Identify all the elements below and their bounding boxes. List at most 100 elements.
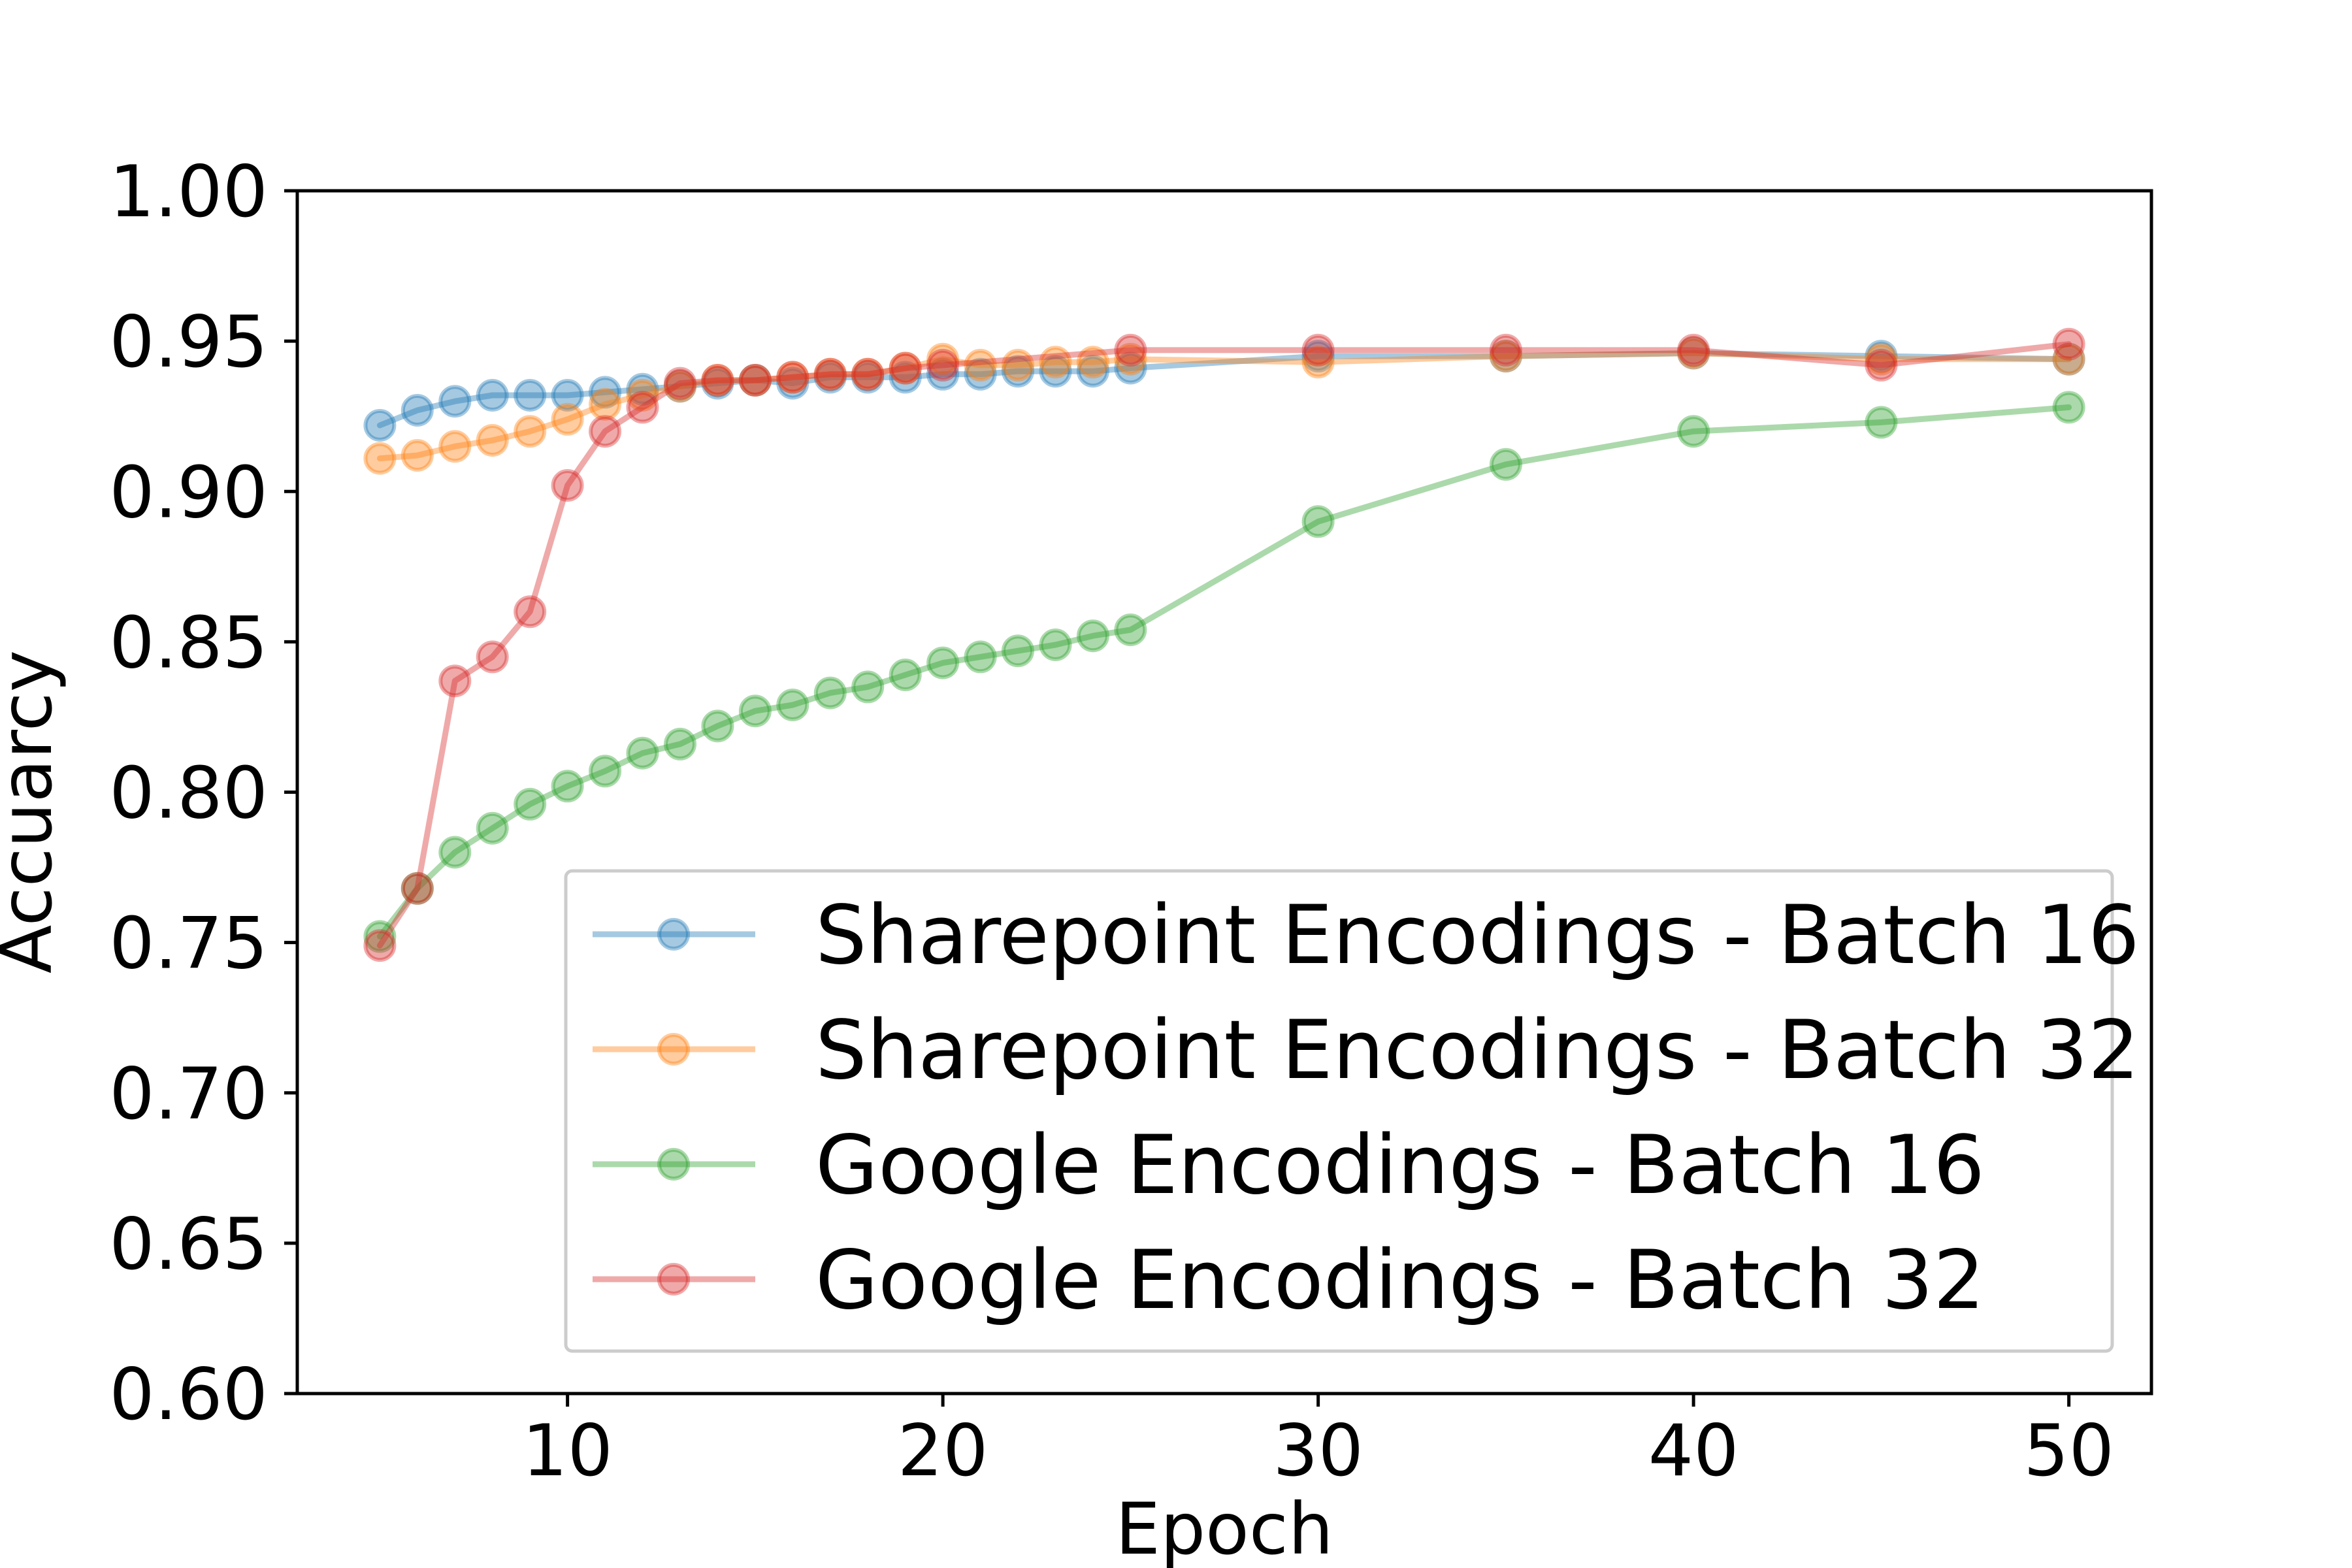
data-point	[476, 640, 509, 674]
data-point	[851, 357, 885, 391]
y-tick-label: 0.80	[109, 752, 268, 835]
data-point	[2052, 391, 2085, 424]
legend-item-3: Google Encodings - Batch 16	[593, 1119, 1985, 1213]
legend-marker	[657, 918, 690, 951]
data-point	[738, 364, 772, 397]
data-point	[363, 929, 397, 962]
data-point	[701, 367, 734, 400]
legend-box	[564, 869, 2114, 1353]
data-point	[964, 640, 997, 674]
y-tick-label: 0.65	[109, 1203, 268, 1286]
x-tick-label: 20	[898, 1409, 988, 1492]
data-point	[1865, 340, 1898, 373]
x-tick-label: 40	[1648, 1409, 1739, 1492]
legend-label: Google Encodings - Batch 32	[815, 1233, 1985, 1328]
data-point	[363, 409, 397, 442]
data-point	[363, 920, 397, 953]
data-point	[813, 676, 847, 710]
series-line	[376, 350, 2072, 462]
data-point	[738, 364, 772, 397]
data-point	[2052, 342, 2085, 376]
data-point	[1114, 351, 1147, 385]
data-point	[1039, 355, 1072, 388]
data-point	[1076, 619, 1109, 653]
data-point	[1301, 333, 1335, 367]
data-point	[514, 415, 547, 448]
data-point	[1489, 340, 1522, 373]
data-point	[1039, 629, 1072, 661]
x-tick-label: 50	[2023, 1409, 2114, 1492]
data-point	[514, 787, 547, 821]
data-point	[664, 727, 696, 760]
data-point	[1076, 355, 1109, 388]
series-line	[376, 341, 2072, 949]
data-point	[1301, 340, 1335, 373]
data-point	[2052, 342, 2085, 376]
data-point	[1114, 342, 1147, 376]
data-point	[551, 770, 584, 803]
data-point	[813, 357, 847, 391]
data-point	[851, 670, 885, 704]
data-point	[514, 379, 547, 412]
data-point	[1301, 505, 1335, 538]
data-point	[776, 689, 809, 721]
legend-item-2: Sharepoint Encodings - Batch 32	[593, 1004, 2140, 1098]
data-point	[551, 402, 584, 436]
x-tick-label: 30	[1273, 1409, 1364, 1492]
data-point	[1002, 355, 1034, 388]
y-axis: 0.60 0.65 0.70 0.75 0.80 0.85 0.90 0.95 1.00	[109, 150, 297, 1436]
data-point	[476, 379, 509, 412]
data-point	[1865, 406, 1898, 439]
data-point	[1489, 333, 1522, 367]
data-point	[589, 415, 622, 448]
data-point	[1489, 340, 1522, 373]
series-2	[363, 336, 2085, 475]
data-point	[664, 370, 696, 403]
data-point	[701, 364, 734, 397]
data-point	[1865, 342, 1898, 376]
y-tick-label: 0.95	[109, 301, 268, 384]
data-point	[926, 646, 960, 679]
legend-item-4: Google Encodings - Batch 32	[593, 1233, 1985, 1328]
legend-marker	[657, 1033, 690, 1066]
data-point	[1489, 448, 1522, 481]
data-point	[400, 872, 434, 905]
data-point	[964, 357, 997, 391]
data-point	[400, 439, 434, 472]
y-axis-label: Accuarcy	[0, 650, 68, 973]
x-axis: 10 20 30 40 50	[522, 1394, 2114, 1492]
data-point	[889, 351, 922, 385]
y-tick-label: 0.90	[109, 451, 268, 534]
series-4	[363, 327, 2085, 962]
data-point	[438, 836, 472, 869]
data-point	[626, 379, 659, 412]
data-point	[2052, 327, 2085, 361]
data-point	[776, 361, 809, 394]
data-point	[1002, 634, 1034, 668]
data-point	[1114, 613, 1147, 646]
data-point	[1677, 336, 1710, 370]
data-point	[1301, 346, 1335, 379]
legend: Sharepoint Encodings - Batch 16 Sharepoin…	[564, 869, 2140, 1353]
data-point	[776, 361, 809, 394]
y-tick-label: 0.85	[109, 601, 268, 684]
series-line	[376, 404, 2072, 939]
data-point	[400, 394, 434, 427]
data-point	[589, 755, 622, 788]
data-point	[813, 357, 847, 391]
data-point	[551, 469, 584, 502]
legend-label: Google Encodings - Batch 16	[815, 1119, 1985, 1213]
data-point	[551, 379, 584, 412]
data-point	[926, 342, 960, 376]
data-point	[1114, 333, 1147, 367]
data-point	[589, 376, 622, 409]
series-3	[363, 391, 2085, 953]
series-line	[376, 350, 2072, 429]
data-point	[889, 361, 922, 394]
data-point	[626, 736, 659, 770]
x-axis-label: Epoch	[1115, 1488, 1333, 1568]
data-point	[889, 659, 922, 691]
data-point	[889, 351, 922, 385]
y-tick-label: 0.70	[109, 1053, 268, 1135]
